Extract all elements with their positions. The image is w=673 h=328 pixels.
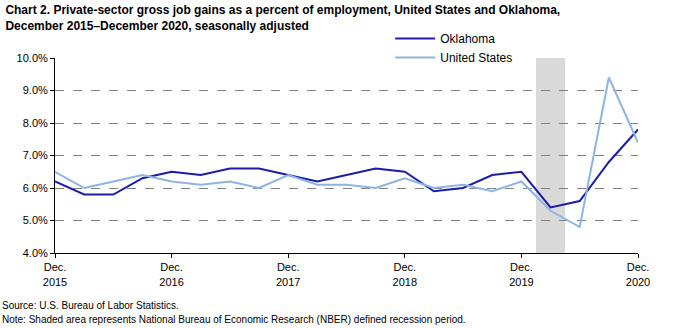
svg-text:Dec.2018: Dec.2018	[393, 261, 417, 287]
svg-text:Source: U.S. Bureau of Labor S: Source: U.S. Bureau of Labor Statistics.	[2, 300, 179, 311]
svg-text:9.0%: 9.0%	[23, 84, 48, 96]
svg-text:10.0%: 10.0%	[17, 52, 48, 64]
svg-text:4.0%: 4.0%	[23, 247, 48, 259]
svg-text:Dec.2015: Dec.2015	[43, 261, 67, 287]
svg-text:8.0%: 8.0%	[23, 117, 48, 129]
svg-text:Dec.2016: Dec.2016	[159, 261, 183, 287]
svg-text:Dec.2020: Dec.2020	[626, 261, 650, 287]
svg-text:Chart 2. Private-sector gross: Chart 2. Private-sector gross job gains …	[5, 3, 560, 33]
svg-text:Dec.2017: Dec.2017	[276, 261, 300, 287]
svg-text:5.0%: 5.0%	[23, 214, 48, 226]
svg-text:6.0%: 6.0%	[23, 182, 48, 194]
svg-text:Dec.2019: Dec.2019	[509, 261, 533, 287]
svg-text:Note: Shaded area represents N: Note: Shaded area represents National Bu…	[2, 314, 466, 325]
svg-text:7.0%: 7.0%	[23, 149, 48, 161]
svg-text:United States: United States	[440, 51, 512, 65]
svg-text:Oklahoma: Oklahoma	[440, 32, 495, 46]
